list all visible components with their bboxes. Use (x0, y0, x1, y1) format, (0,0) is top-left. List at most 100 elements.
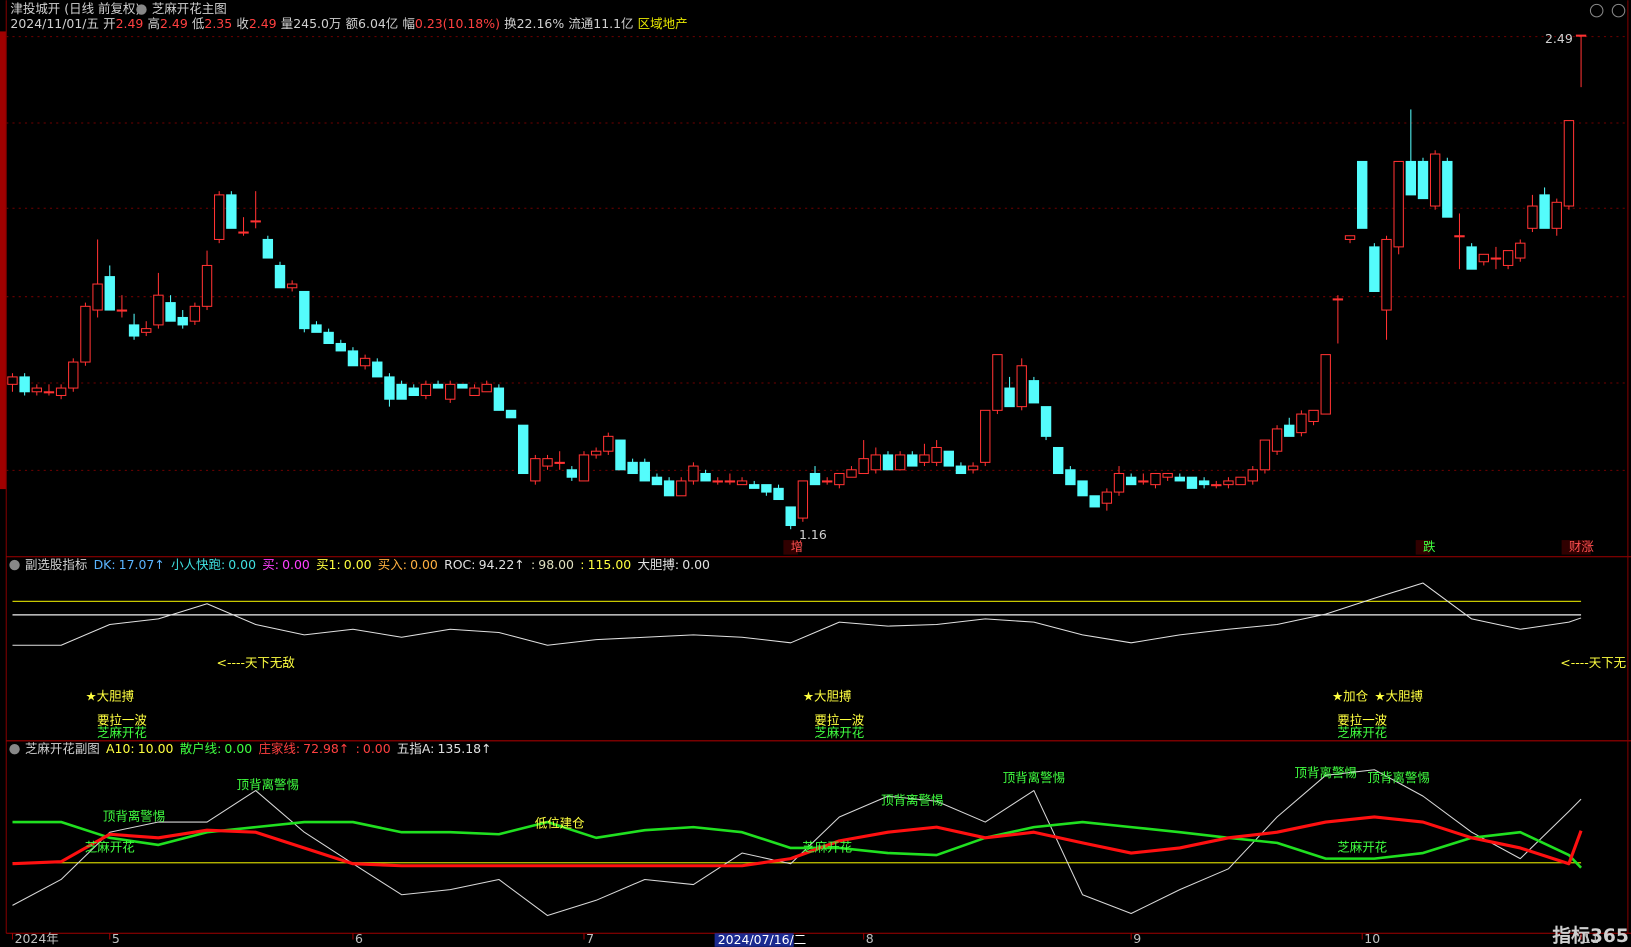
annotation: ★加仓 (1332, 689, 1369, 704)
candle-body (384, 376, 395, 400)
candle-body (1344, 235, 1356, 240)
menu-icon[interactable] (9, 743, 20, 755)
candle-body (43, 391, 55, 394)
candle-body (1405, 160, 1417, 196)
readout-label: : (531, 557, 535, 572)
settings-icon[interactable] (1589, 3, 1604, 18)
readout-label: A10: (106, 741, 135, 756)
candle-body (542, 458, 553, 467)
readout-label: 买: (262, 557, 279, 572)
candle-body (590, 450, 602, 456)
candle-body (226, 194, 237, 229)
date: 2024/11/01/五 (10, 16, 99, 31)
annotation: 顶背离警惕 (1295, 765, 1357, 780)
annotation: 顶背离警惕 (103, 808, 165, 823)
readout-label: : (356, 741, 360, 756)
series-line (12, 582, 1582, 646)
candle-body (688, 465, 699, 482)
candle-body (201, 264, 213, 307)
candle-body (1551, 201, 1562, 229)
annotation: ★大胆搏 (1374, 689, 1423, 704)
annotation: 要拉一波 (97, 712, 147, 727)
annotation: 2.49 (1545, 31, 1573, 46)
candle-body (286, 283, 298, 289)
close-icon[interactable] (1611, 3, 1626, 18)
quote-label: 流通 (568, 16, 593, 31)
candle-body (80, 305, 91, 363)
signal-label: 财涨 (1569, 539, 1594, 554)
quote-label: 额 (346, 16, 359, 31)
series-line (12, 815, 1583, 868)
candle-body (347, 350, 359, 367)
candle-body (177, 316, 188, 326)
candle-body (189, 305, 201, 322)
annotation: 顶背离警惕 (1367, 770, 1429, 785)
cursor-date: 2024/07/16/二 (718, 932, 807, 947)
quote-line: 2024/11/01/五 开2.49 高2.49 低2.35 收2.49 量245.0万额… (10, 16, 687, 31)
candle-body (1150, 472, 1161, 486)
quote-value: 2.49 (249, 16, 277, 31)
candle-body (1113, 472, 1125, 493)
readout-value: 135.18↑ (437, 741, 491, 756)
candle-body (481, 383, 492, 393)
quote-value: 2.49 (160, 16, 188, 31)
annotation: 要拉一波 (814, 712, 864, 727)
signal-box (1415, 540, 1431, 555)
candle-body (262, 238, 274, 259)
candle-body (627, 461, 638, 475)
panel-title: 副选股指标 (25, 557, 87, 572)
candle-body (1016, 365, 1027, 408)
candle-body (663, 480, 675, 497)
annotation: ★大胆搏 (85, 689, 134, 704)
candle-body (1296, 413, 1307, 434)
annotation: 芝麻开花 (802, 839, 852, 854)
readout-value: 10.00 (138, 741, 174, 756)
readout-label: 大胆搏: (637, 557, 679, 572)
readout-value: 0.00 (282, 557, 310, 572)
candle-body (1089, 495, 1100, 508)
candle-body (323, 331, 334, 344)
candle-body (651, 476, 663, 486)
candle-body (1490, 257, 1502, 260)
candle-body (1271, 428, 1283, 452)
candle-body (445, 383, 456, 400)
quote-label: 收 (236, 16, 249, 31)
readout-label: 散户线: (180, 741, 222, 756)
annotation: 顶背离警惕 (237, 777, 299, 792)
candle-body (1101, 491, 1113, 504)
candle-body (858, 458, 869, 475)
candle-body (1332, 298, 1344, 301)
annotation: 要拉一波 (1337, 712, 1387, 727)
readout-value: 17.07↑ (119, 557, 165, 572)
menu-icon[interactable] (9, 559, 20, 571)
candle-body (749, 484, 760, 489)
readout-value: 115.00 (588, 557, 632, 572)
candle-body (250, 220, 261, 223)
candle-body (639, 461, 650, 482)
candle-body (1198, 480, 1210, 486)
menu-icon[interactable] (136, 4, 147, 15)
readout-value: 0.00 (682, 557, 710, 572)
candle-body (68, 361, 79, 389)
candle-body (1053, 446, 1064, 475)
candle-body (1223, 480, 1234, 486)
readout-label: 五指A: (397, 741, 434, 756)
readout-value: 94.22↑ (479, 557, 525, 572)
candle-body (603, 435, 614, 452)
candle-body (1381, 238, 1392, 311)
quote-value: 245.0万 (293, 16, 341, 31)
quote-label: 幅 (402, 16, 414, 31)
candle-body (457, 383, 468, 389)
candle-body (615, 439, 626, 471)
candle-body (1211, 484, 1222, 487)
candle-body (724, 480, 736, 483)
cursor-date-box (714, 933, 794, 947)
candle-body (1442, 160, 1453, 218)
candle-body (1478, 253, 1489, 263)
candle-body (566, 469, 578, 478)
x-tick-label: 6 (355, 931, 363, 946)
x-tick-label: 2024年 (15, 931, 59, 946)
candle-body (1247, 469, 1258, 482)
readout-label: 买入: (378, 557, 407, 572)
